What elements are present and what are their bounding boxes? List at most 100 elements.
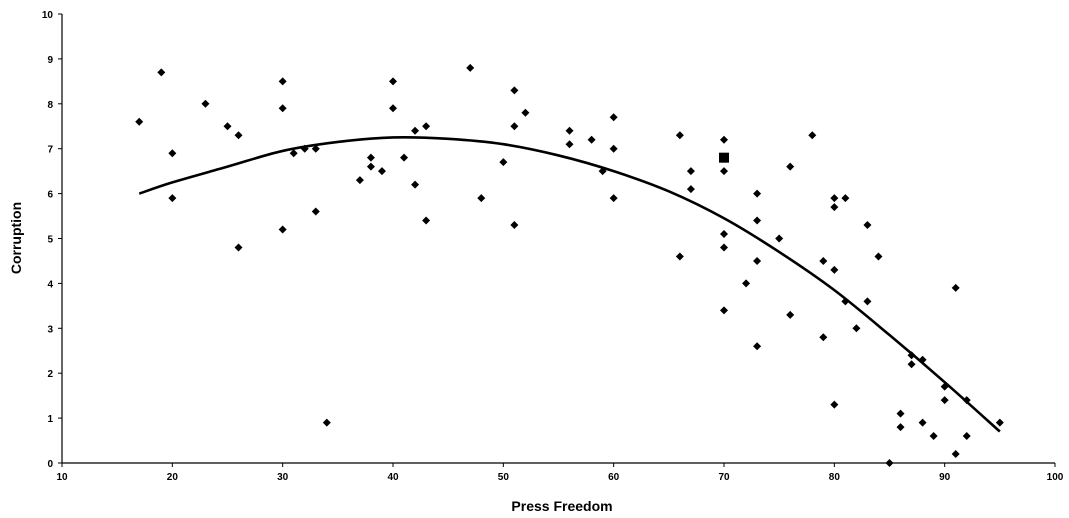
data-point [907, 351, 916, 360]
data-point [499, 158, 508, 167]
y-tick-label: 7 [47, 145, 53, 156]
y-tick-label: 2 [47, 369, 53, 380]
data-point [951, 450, 960, 459]
data-point [521, 108, 530, 117]
data-point [852, 324, 861, 333]
data-point [896, 423, 905, 432]
x-axis-title: Press Freedom [511, 498, 612, 514]
data-point [841, 194, 850, 203]
data-point [609, 194, 618, 203]
data-point [720, 230, 728, 239]
data-point [411, 180, 420, 189]
data-point [411, 126, 420, 135]
data-point [377, 167, 386, 176]
data-point [168, 194, 177, 203]
data-point [389, 77, 397, 86]
data-point [278, 77, 287, 86]
data-point [686, 185, 695, 194]
axes [58, 13, 1056, 467]
data-point [355, 176, 364, 185]
data-point [675, 131, 684, 140]
y-tick-label: 3 [47, 324, 53, 335]
data-point [720, 243, 728, 252]
data-point [289, 149, 298, 158]
data-point [753, 216, 762, 225]
x-tick-label: 80 [829, 472, 841, 483]
data-point [753, 256, 762, 265]
data-point [907, 360, 916, 369]
data-point [510, 86, 519, 95]
data-point [830, 265, 839, 274]
y-tick-label: 5 [47, 235, 53, 246]
data-point [742, 279, 751, 288]
data-point [962, 432, 971, 441]
data-point [400, 153, 409, 162]
data-point [720, 167, 728, 176]
data-points [135, 63, 1004, 467]
data-point [311, 207, 320, 216]
y-tick-label: 8 [47, 100, 53, 111]
x-tick-label: 70 [718, 472, 730, 483]
data-point [775, 234, 784, 243]
data-point [896, 409, 905, 418]
data-point [609, 144, 618, 153]
data-point [587, 135, 596, 144]
trend-line [138, 136, 1001, 433]
data-point [389, 104, 397, 113]
data-point [234, 243, 243, 252]
data-point [830, 203, 839, 212]
data-point [366, 162, 375, 171]
y-tick-label: 9 [47, 55, 53, 66]
data-point [720, 306, 728, 315]
x-tick-label: 50 [498, 472, 510, 483]
data-point [940, 382, 949, 391]
data-point [366, 153, 375, 162]
data-point [234, 131, 243, 140]
data-point [819, 256, 828, 265]
data-point [951, 283, 960, 292]
data-point [565, 126, 574, 135]
data-point [510, 122, 519, 131]
data-point [753, 342, 762, 351]
y-tick-label: 0 [47, 459, 53, 470]
tick-labels: 0 1 2 3 4 5 6 7 8 9 10 10 20 30 40 50 60 70 80 90 100 [42, 10, 1064, 483]
trend-layer [138, 136, 1001, 433]
data-point [863, 297, 872, 306]
x-tick-label: 100 [1047, 472, 1064, 483]
data-point [753, 189, 762, 198]
data-point [598, 167, 607, 176]
data-point [940, 396, 949, 405]
data-point [201, 99, 210, 108]
data-point [841, 297, 850, 306]
x-tick-label: 40 [387, 472, 399, 483]
data-point [168, 149, 177, 158]
x-tick-label: 20 [167, 472, 179, 483]
y-axis-title: Corruption [8, 202, 24, 274]
data-point [278, 225, 287, 234]
x-tick-label: 60 [608, 472, 620, 483]
data-point [135, 117, 144, 126]
data-point [300, 144, 309, 153]
x-tick-label: 30 [277, 472, 289, 483]
data-point [157, 68, 166, 77]
data-point [322, 418, 331, 427]
data-point [278, 104, 287, 113]
data-point [422, 122, 431, 131]
data-point [565, 140, 574, 149]
data-point [830, 194, 839, 203]
data-point [863, 221, 872, 230]
data-point [311, 144, 320, 153]
data-point [885, 459, 894, 467]
y-tick-label: 10 [42, 10, 54, 21]
data-point [786, 310, 795, 319]
data-point [918, 355, 927, 364]
data-point [422, 216, 431, 225]
data-point [609, 113, 618, 122]
data-point [918, 418, 927, 427]
data-point [477, 194, 486, 203]
data-point [995, 418, 1004, 427]
data-point [720, 135, 728, 144]
data-point [786, 162, 795, 171]
data-point-square [719, 152, 729, 163]
